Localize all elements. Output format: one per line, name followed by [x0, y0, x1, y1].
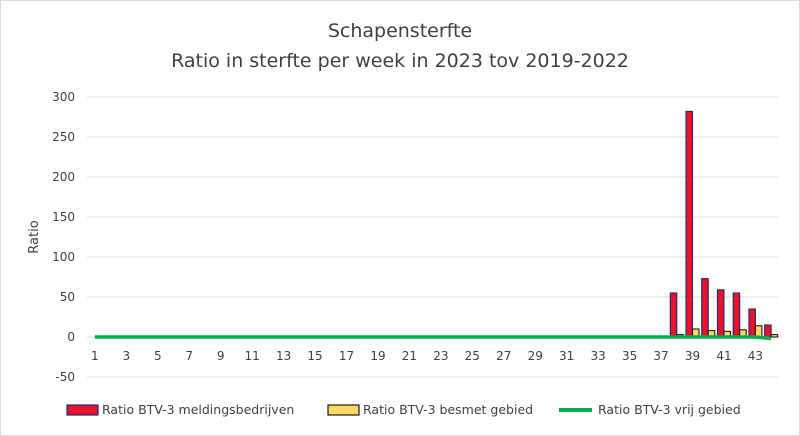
- x-tick-label: 5: [154, 349, 162, 363]
- bar-besmet-gebied: [770, 334, 779, 338]
- bar-meldingsbedrijven: [701, 278, 709, 338]
- x-tick-label: 11: [244, 349, 259, 363]
- line-vrij-gebied: [94, 335, 772, 341]
- y-tick-label: 200: [52, 170, 75, 184]
- y-tick-labels: 300 250 200 150 100 50 0 -50: [52, 90, 75, 384]
- x-tick-label: 17: [339, 349, 354, 363]
- y-tick-label: 100: [52, 250, 75, 264]
- bar-meldingsbedrijven: [716, 289, 725, 338]
- legend-swatch-meldingsbedrijven: [66, 404, 99, 416]
- x-tick-label: 37: [653, 349, 668, 363]
- x-tick-label: 19: [370, 349, 385, 363]
- x-tick-label: 43: [748, 349, 763, 363]
- y-tick-label: 300: [52, 90, 75, 104]
- x-tick-label: 1: [91, 349, 99, 363]
- legend-label-meldingsbedrijven: Ratio BTV-3 meldingsbedrijven: [102, 402, 294, 417]
- x-tick-label: 41: [716, 349, 731, 363]
- x-tick-label: 7: [185, 349, 193, 363]
- x-tick-label: 35: [622, 349, 637, 363]
- legend: Ratio BTV-3 meldingsbedrijven Ratio BTV-3…: [66, 402, 741, 417]
- x-tick-labels: 1 3 5 7 9 11 13 15 17 19 21 23 25 27 29 31 33 35 37 39 41 43: [91, 349, 763, 363]
- bar-meldingsbedrijven: [732, 292, 741, 338]
- x-tick-label: 31: [559, 349, 574, 363]
- x-tick-label: 33: [590, 349, 605, 363]
- legend-label-vrij-gebied: Ratio BTV-3 vrij gebied: [598, 402, 741, 417]
- bar-besmet-gebied: [754, 325, 763, 338]
- bars: [669, 110, 779, 338]
- bar-meldingsbedrijven: [748, 308, 756, 338]
- lines: [94, 335, 772, 341]
- x-tick-label: 15: [307, 349, 322, 363]
- x-tick-label: 9: [217, 349, 225, 363]
- chart-title-line-1: Schapensterfte: [328, 20, 472, 42]
- bar-meldingsbedrijven: [685, 110, 694, 338]
- y-tick-label: 0: [67, 330, 75, 344]
- x-tick-label: 21: [402, 349, 417, 363]
- x-tick-label: 3: [122, 349, 130, 363]
- legend-swatch-besmet-gebied: [327, 404, 360, 416]
- x-tick-label: 23: [433, 349, 448, 363]
- y-tick-label: -50: [55, 370, 75, 384]
- x-tick-label: 27: [496, 349, 511, 363]
- y-tick-label: 50: [60, 290, 75, 304]
- x-tick-label: 29: [528, 349, 543, 363]
- y-axis-title: Ratio: [27, 220, 42, 253]
- legend-label-besmet-gebied: Ratio BTV-3 besmet gebied: [363, 402, 533, 417]
- x-tick-label: 13: [276, 349, 291, 363]
- y-tick-label: 150: [52, 210, 75, 224]
- bar-meldingsbedrijven: [669, 292, 678, 338]
- chart-title-line-2: Ratio in sterfte per week in 2023 tov 20…: [171, 50, 629, 72]
- x-tick-label: 39: [685, 349, 700, 363]
- x-tick-label: 25: [465, 349, 480, 363]
- y-tick-label: 250: [52, 130, 75, 144]
- bar-meldingsbedrijven: [764, 324, 772, 338]
